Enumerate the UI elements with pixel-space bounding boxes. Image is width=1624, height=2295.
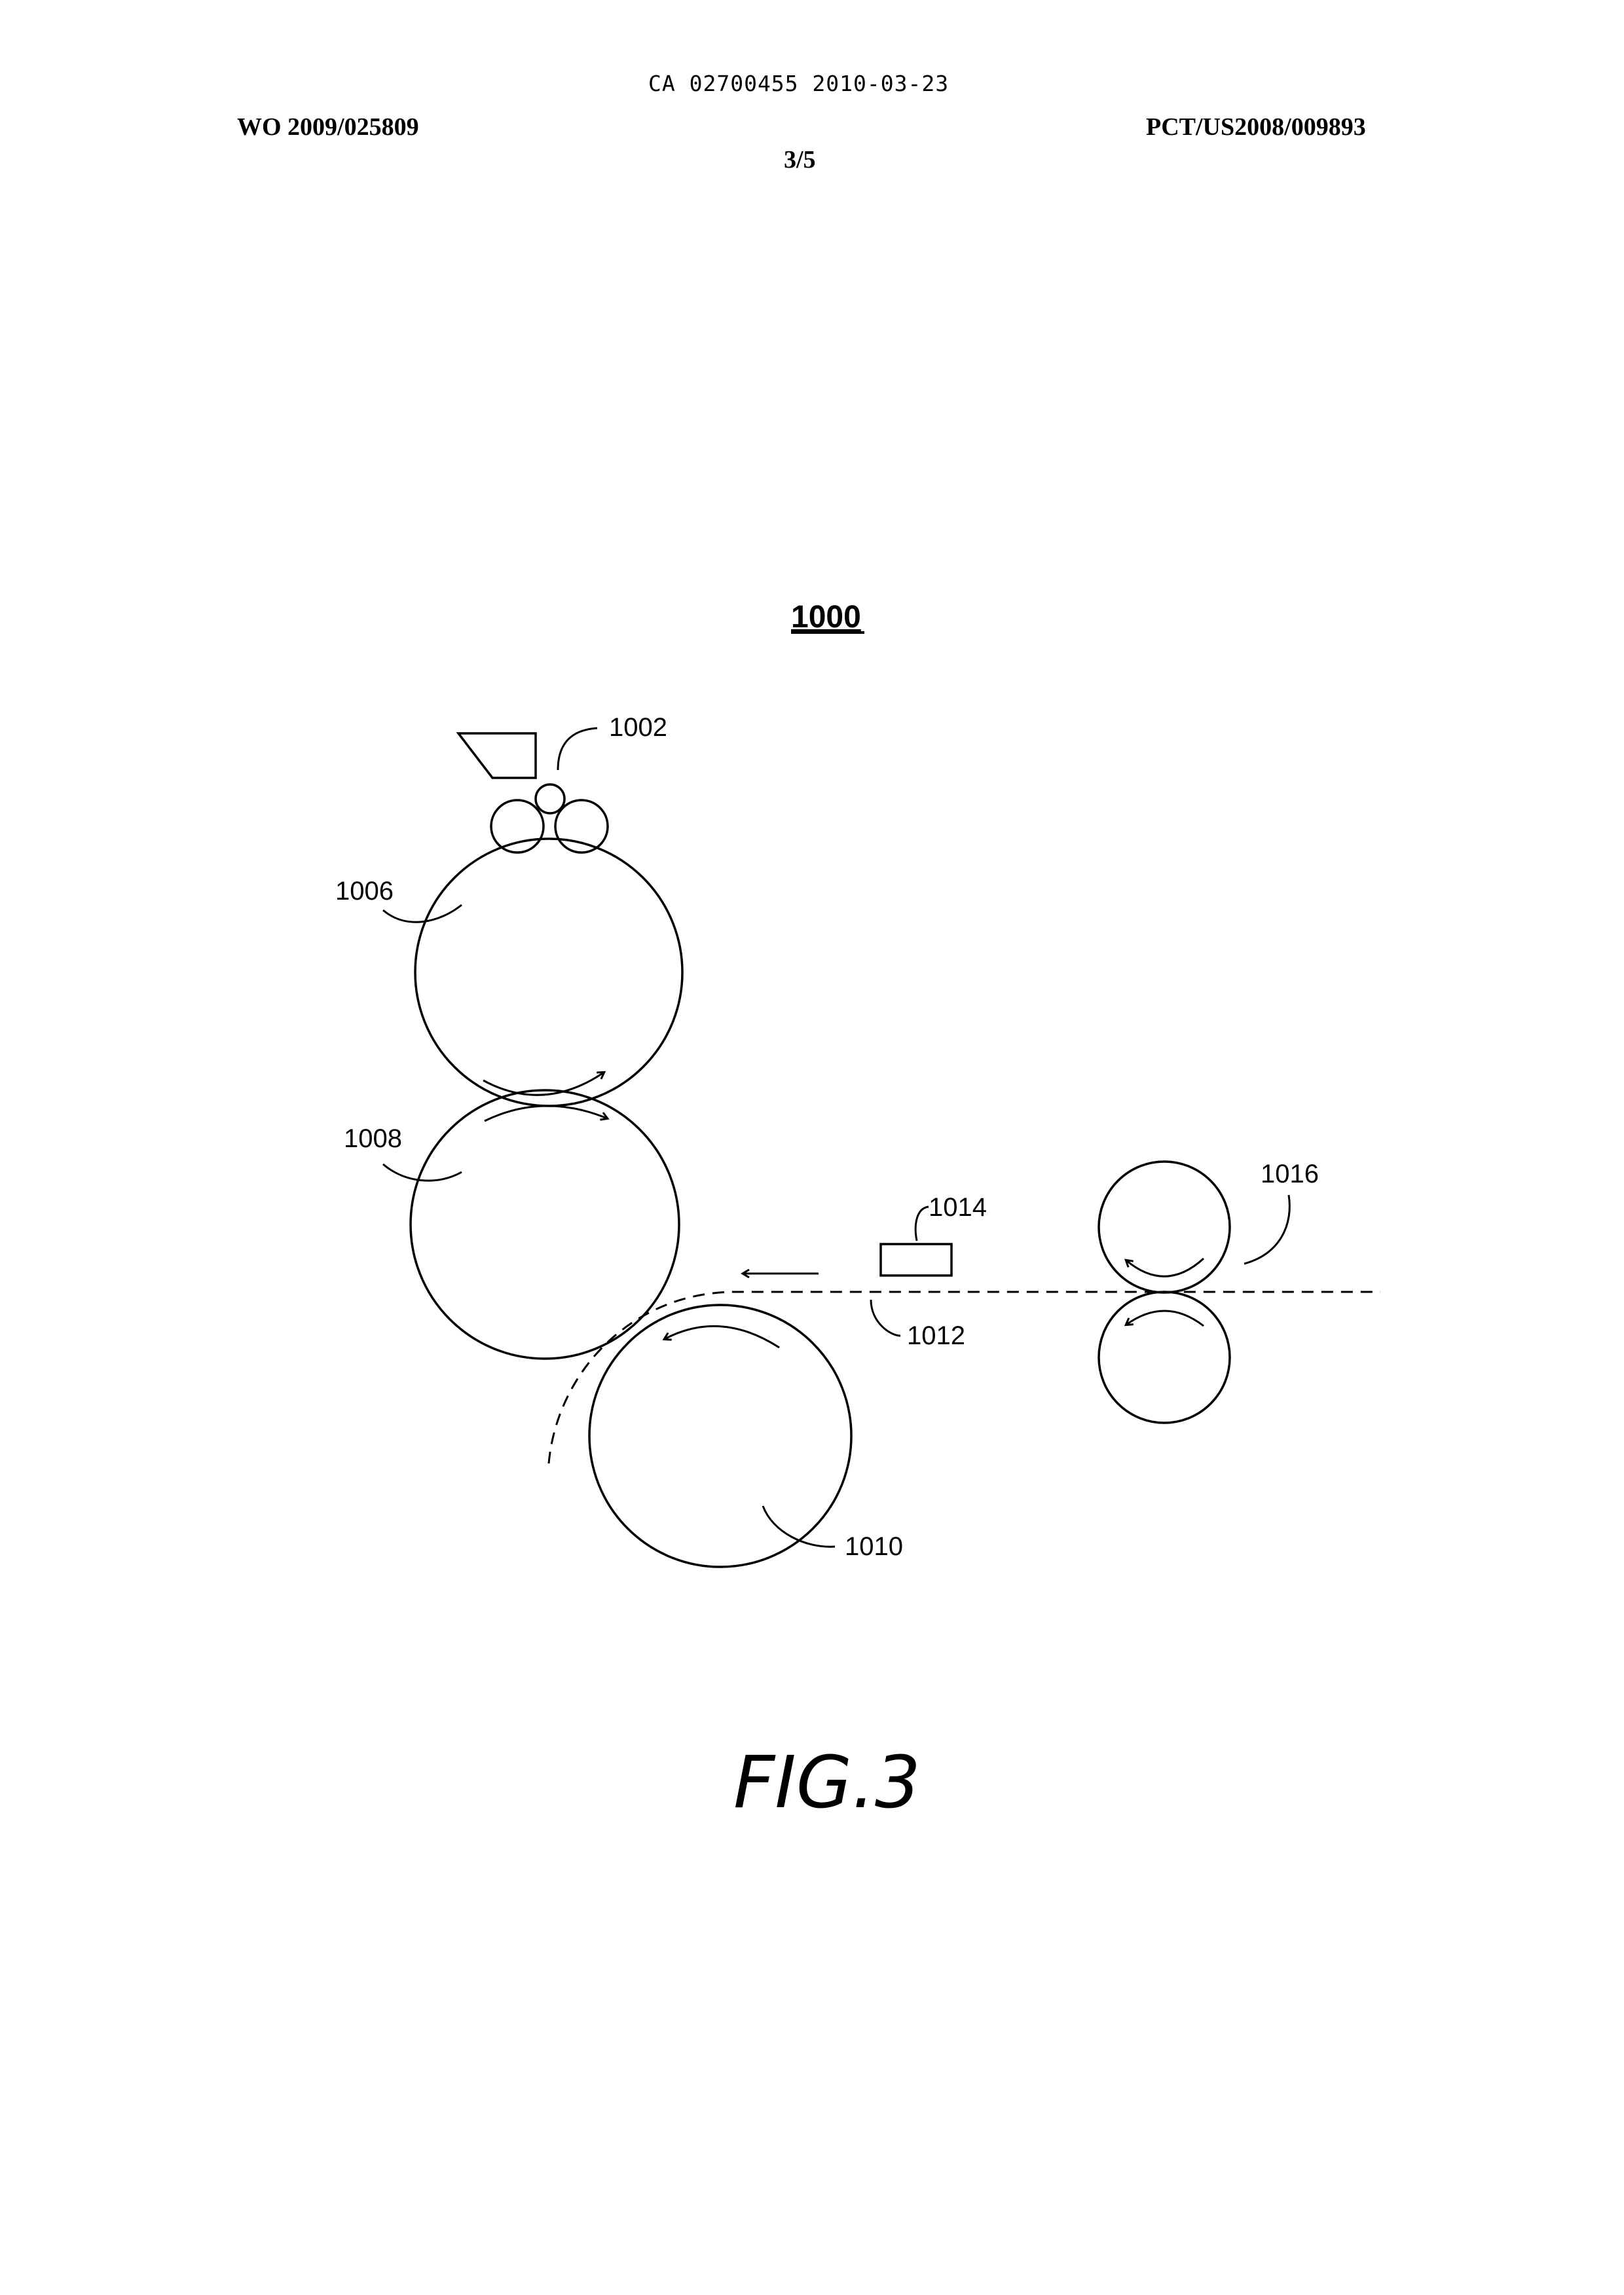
lower-drum xyxy=(589,1305,851,1567)
ink-hopper xyxy=(458,733,536,778)
sensor-box xyxy=(881,1244,951,1276)
feed-roller-upper xyxy=(1099,1162,1230,1293)
label-1014: 1014 xyxy=(929,1193,987,1222)
media-path xyxy=(549,1292,1380,1463)
label-1008: 1008 xyxy=(344,1124,402,1153)
upper-drum xyxy=(415,839,682,1106)
label-1002: 1002 xyxy=(609,713,667,742)
upper-drum-rotation-arrow xyxy=(483,1073,604,1095)
ink-roller-small xyxy=(536,784,564,813)
label-1006: 1006 xyxy=(335,877,394,906)
middle-drum-rotation-arrow xyxy=(485,1106,607,1121)
inking-unit xyxy=(458,733,608,853)
label-1012: 1012 xyxy=(907,1321,965,1350)
leader-line-1006 xyxy=(383,905,462,922)
label-1016: 1016 xyxy=(1261,1160,1319,1188)
feed-roller-lower-rotation-arrow xyxy=(1126,1311,1204,1326)
lower-drum-rotation-arrow xyxy=(665,1326,779,1348)
ink-roller-right xyxy=(555,800,608,853)
leader-line-1008 xyxy=(383,1164,462,1181)
leader-line-1010 xyxy=(763,1506,835,1547)
leader-line-1002 xyxy=(558,728,597,770)
feed-roller-upper-rotation-arrow xyxy=(1126,1258,1204,1276)
system-reference-numeral: 1000 xyxy=(791,600,861,634)
label-1010: 1010 xyxy=(845,1532,903,1561)
leader-line-1016 xyxy=(1244,1195,1289,1264)
ink-roller-left xyxy=(491,800,544,853)
leader-line-1012 xyxy=(871,1300,900,1336)
figure-caption: FIG.3 xyxy=(733,1740,921,1824)
leader-line-1014 xyxy=(915,1207,929,1241)
